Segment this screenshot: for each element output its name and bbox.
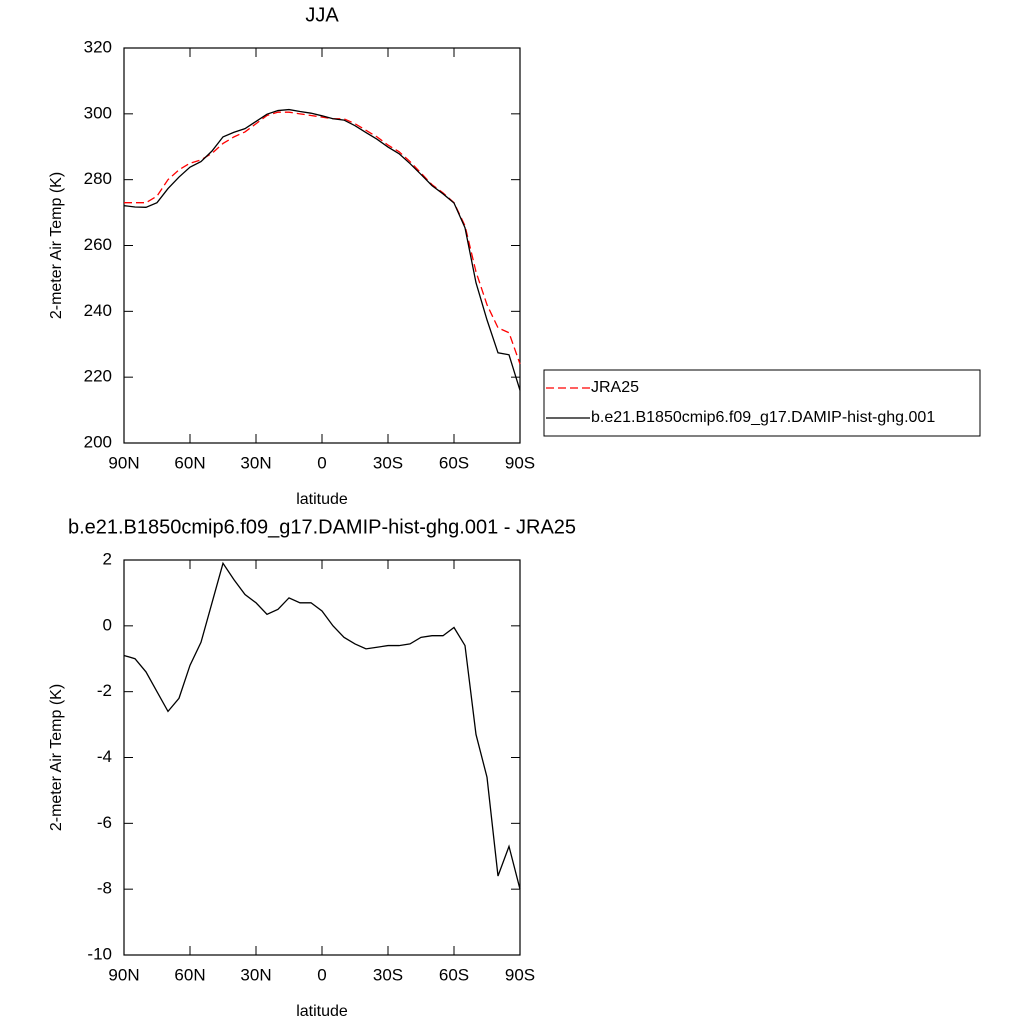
x-tick-label: 90N xyxy=(108,453,139,472)
x-tick-label: 60N xyxy=(174,453,205,472)
x-axis-label: latitude xyxy=(296,491,348,508)
y-tick-label: -10 xyxy=(87,944,112,963)
legend-label: JRA25 xyxy=(591,379,639,396)
x-tick-label: 0 xyxy=(317,453,326,472)
x-tick-label: 30S xyxy=(373,965,403,984)
y-tick-label: 2 xyxy=(103,549,112,568)
chart-title: b.e21.B1850cmip6.f09_g17.DAMIP-hist-ghg.… xyxy=(68,516,576,538)
x-tick-label: 90S xyxy=(505,965,535,984)
data-line xyxy=(123,108,521,391)
x-tick-label: 60S xyxy=(439,965,469,984)
y-tick-label: -6 xyxy=(97,813,112,832)
y-tick-label: 200 xyxy=(84,432,112,451)
legend-label: b.e21.B1850cmip6.f09_g17.DAMIP-hist-ghg.… xyxy=(591,409,935,426)
x-tick-label: 90S xyxy=(505,453,535,472)
x-axis-label: latitude xyxy=(296,1003,348,1020)
y-tick-label: -2 xyxy=(97,681,112,700)
x-tick-label: 30S xyxy=(373,453,403,472)
x-tick-label: 90N xyxy=(108,965,139,984)
y-tick-label: 280 xyxy=(84,169,112,188)
data-line xyxy=(123,561,521,890)
plot-frame xyxy=(123,559,521,956)
legend-box xyxy=(543,369,981,437)
y-tick-label: -4 xyxy=(97,747,112,766)
y-tick-label: 260 xyxy=(84,235,112,254)
data-line xyxy=(124,111,521,365)
x-tick-label: 60N xyxy=(174,965,205,984)
y-tick-label: 240 xyxy=(84,301,112,320)
y-tick-label: 300 xyxy=(84,103,112,122)
plot-frame xyxy=(123,47,521,444)
x-tick-label: 60S xyxy=(439,453,469,472)
y-tick-label: 320 xyxy=(84,37,112,56)
x-tick-label: 30N xyxy=(240,453,271,472)
y-tick-label: 0 xyxy=(103,615,112,634)
y-axis-label: 2-meter Air Temp (K) xyxy=(48,684,65,831)
y-tick-label: -8 xyxy=(97,879,112,898)
chart-title: JJA xyxy=(305,4,339,26)
y-tick-label: 220 xyxy=(84,367,112,386)
x-tick-label: 30N xyxy=(240,965,271,984)
y-axis-label: 2-meter Air Temp (K) xyxy=(48,172,65,319)
x-tick-label: 0 xyxy=(317,965,326,984)
